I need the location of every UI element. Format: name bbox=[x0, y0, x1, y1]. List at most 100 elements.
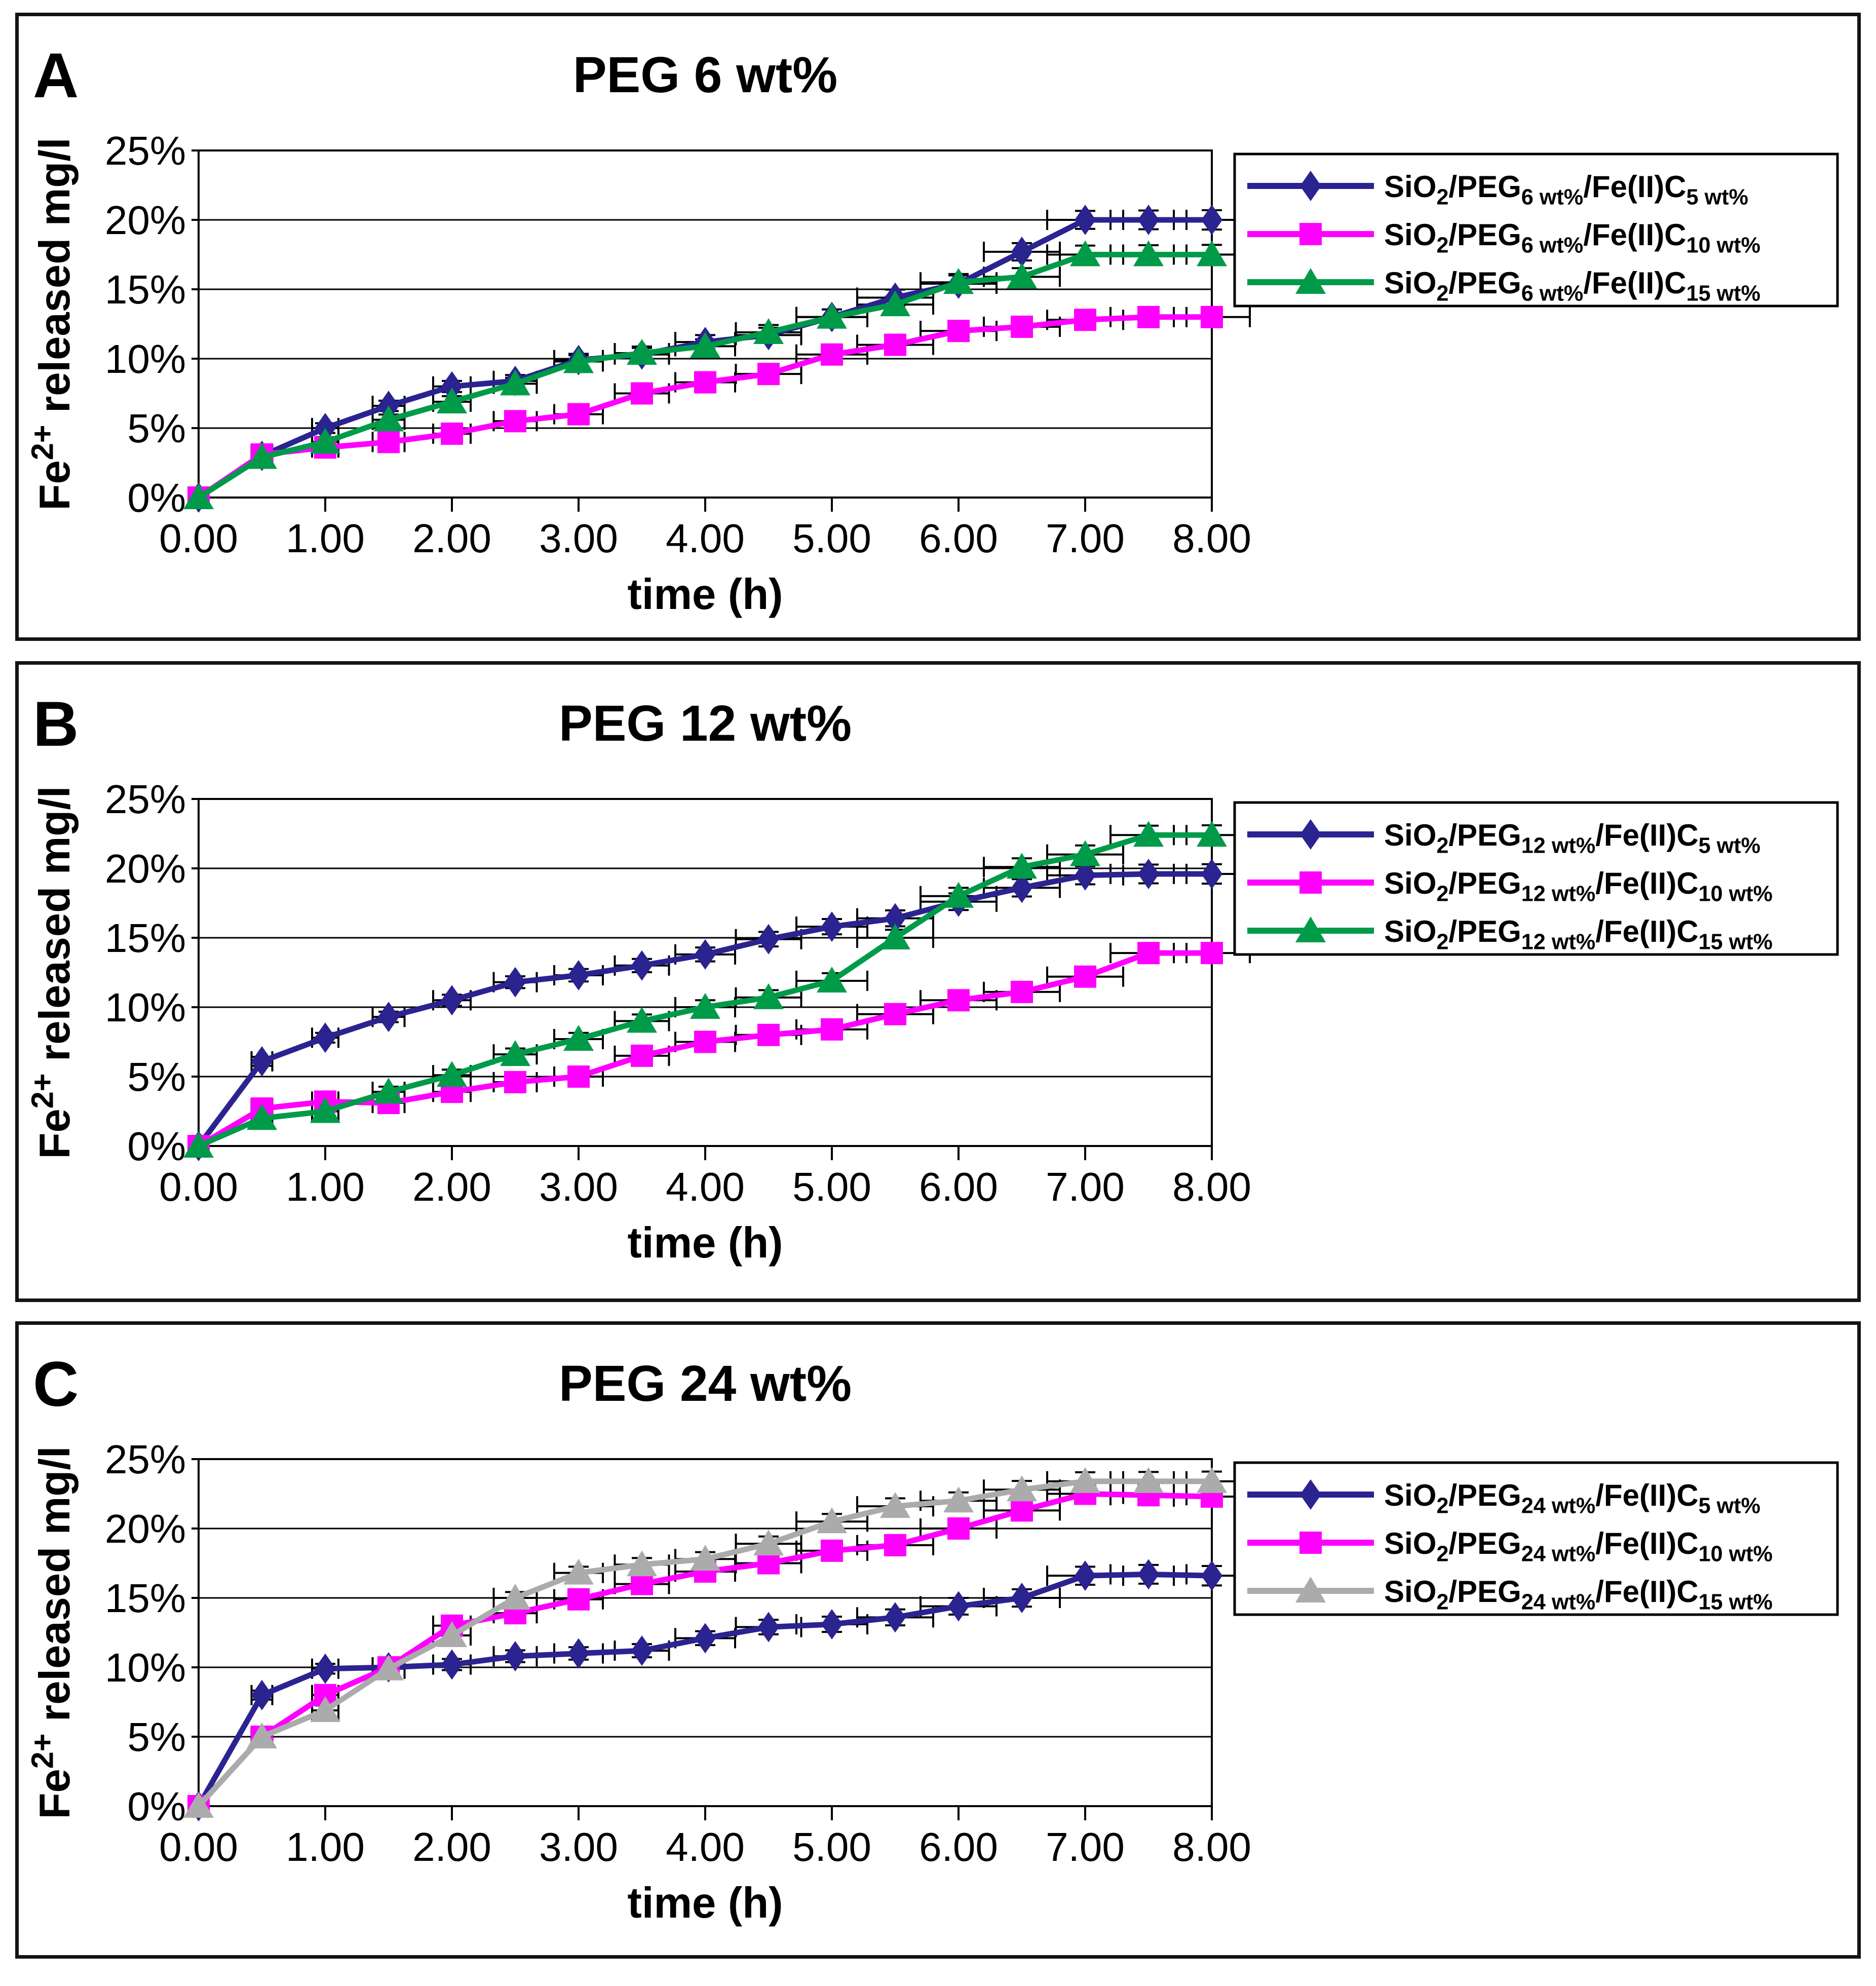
y-tick-label: 20% bbox=[105, 1506, 186, 1551]
series-marker-diamond bbox=[1201, 858, 1222, 889]
x-tick-label: 7.00 bbox=[1046, 1824, 1125, 1869]
series-marker-triangle bbox=[1197, 240, 1227, 266]
series-marker-square bbox=[694, 1030, 716, 1053]
y-tick-label: 5% bbox=[127, 1054, 186, 1099]
series-marker-triangle bbox=[1197, 1467, 1227, 1493]
series-marker-triangle bbox=[1197, 821, 1227, 847]
series-marker-triangle bbox=[627, 339, 657, 365]
series-marker-diamond bbox=[1201, 205, 1222, 235]
series-marker-triangle bbox=[500, 1040, 530, 1066]
series-marker-triangle bbox=[183, 483, 214, 509]
legend-item-label: SiO2/PEG24 wt%/Fe(II)C15 wt% bbox=[1384, 1575, 1773, 1614]
x-tick-label: 5.00 bbox=[792, 516, 871, 561]
series-marker-diamond bbox=[1011, 237, 1032, 268]
series-marker-diamond bbox=[1138, 205, 1159, 235]
series-marker-square bbox=[567, 1588, 590, 1611]
x-tick-label: 6.00 bbox=[919, 516, 998, 561]
plot-frame bbox=[198, 798, 1213, 1147]
series-marker-triangle bbox=[627, 1550, 657, 1577]
x-tick-label: 6.00 bbox=[919, 1164, 998, 1209]
series-marker-diamond bbox=[885, 903, 906, 934]
x-tick-label: 0.00 bbox=[159, 1824, 238, 1869]
y-axis-label: Fe2+ released mg/l bbox=[25, 1446, 79, 1819]
series-marker-diamond bbox=[441, 985, 463, 1016]
x-tick-label: 8.00 bbox=[1172, 516, 1251, 561]
series-marker-diamond bbox=[441, 371, 463, 402]
series-marker-triangle bbox=[310, 1097, 340, 1123]
series-marker-square bbox=[1011, 1499, 1033, 1522]
series-marker-square bbox=[1137, 942, 1160, 965]
series-marker-square bbox=[884, 333, 906, 356]
series-marker-square bbox=[947, 320, 970, 342]
series-marker-square bbox=[757, 1552, 780, 1575]
series-marker-square bbox=[947, 1517, 970, 1540]
x-tick-label: 0.00 bbox=[159, 516, 238, 561]
y-tick-label: 5% bbox=[127, 1714, 186, 1760]
series-marker-triangle bbox=[183, 1792, 214, 1818]
series-marker-triangle bbox=[563, 1558, 594, 1585]
y-tick-label: 20% bbox=[105, 198, 186, 243]
series-marker-triangle bbox=[1007, 262, 1037, 289]
x-tick-label: 5.00 bbox=[792, 1824, 871, 1869]
series-marker-diamond bbox=[1075, 860, 1096, 891]
series-marker-triangle bbox=[183, 1132, 214, 1158]
series-marker-square bbox=[947, 989, 970, 1012]
series-marker-square bbox=[821, 343, 843, 366]
series-marker-square bbox=[884, 1003, 906, 1025]
series-marker-square bbox=[567, 1065, 590, 1088]
legend-item-label: SiO2/PEG12 wt%/Fe(II)C15 wt% bbox=[1384, 914, 1773, 954]
series-marker-triangle bbox=[627, 1007, 657, 1033]
series-marker-triangle bbox=[1133, 1467, 1164, 1493]
series-marker-triangle bbox=[1295, 916, 1326, 942]
series-marker-triangle bbox=[817, 966, 847, 992]
series-marker-triangle bbox=[1133, 821, 1164, 847]
series-marker-diamond bbox=[631, 1635, 653, 1666]
series-marker-triangle bbox=[753, 318, 784, 344]
legend-item-label: SiO2/PEG6 wt%/Fe(II)C5 wt% bbox=[1384, 170, 1748, 209]
series-marker-triangle bbox=[817, 1507, 847, 1534]
series-marker-triangle bbox=[690, 993, 720, 1019]
x-tick-label: 3.00 bbox=[539, 1164, 618, 1209]
chart-title: PEG 24 wt% bbox=[559, 1355, 852, 1412]
series-marker-diamond bbox=[1011, 872, 1032, 903]
series-marker-triangle bbox=[247, 443, 277, 469]
series-marker-triangle bbox=[1070, 840, 1100, 866]
series-marker-triangle bbox=[690, 332, 720, 358]
x-tick-label: 1.00 bbox=[286, 1824, 365, 1869]
chart-c: C PEG 24 wt% 0% 5% 10% 15% 20% 25% 0.00 1.00 2.00 3… bbox=[25, 1349, 1839, 1927]
series-marker-triangle bbox=[437, 1621, 467, 1647]
series-marker-triangle bbox=[500, 369, 530, 396]
series-marker-square bbox=[1137, 305, 1160, 328]
series-marker-square bbox=[757, 1023, 780, 1046]
series-marker-diamond bbox=[568, 960, 589, 990]
series-marker-diamond bbox=[251, 1679, 273, 1710]
series-marker-triangle bbox=[373, 1078, 404, 1104]
series-marker-triangle bbox=[247, 1104, 277, 1130]
series-marker-square bbox=[504, 410, 526, 433]
chart-b: B PEG 12 wt% 0% 5% 10% 15% 20% 25% 0.00 1.00 2.00 3… bbox=[25, 689, 1839, 1267]
series-marker-triangle bbox=[753, 983, 784, 1009]
series-marker-diamond bbox=[315, 1653, 336, 1684]
panel-letter: C bbox=[33, 1349, 79, 1420]
series-marker-triangle bbox=[437, 387, 467, 413]
y-tick-label: 10% bbox=[105, 985, 186, 1030]
chart-title: PEG 6 wt% bbox=[573, 47, 837, 103]
error-bars bbox=[250, 824, 1251, 1129]
y-tick-label: 0% bbox=[127, 1784, 186, 1829]
series-marker-square bbox=[504, 1071, 526, 1093]
series-marker-square bbox=[567, 403, 590, 426]
x-tick-label: 4.00 bbox=[666, 516, 745, 561]
series-marker-square bbox=[1299, 223, 1322, 245]
series-marker-triangle bbox=[1070, 1467, 1100, 1493]
y-tick-label: 5% bbox=[127, 406, 186, 451]
series-marker-diamond bbox=[948, 1591, 969, 1622]
series-marker-diamond bbox=[315, 1022, 336, 1053]
series-marker-diamond bbox=[441, 1649, 463, 1680]
y-tick-label: 25% bbox=[105, 777, 186, 822]
panel-letter: A bbox=[33, 41, 79, 111]
series-marker-diamond bbox=[885, 1602, 906, 1633]
series-marker-square bbox=[1201, 942, 1223, 965]
x-tick-label: 1.00 bbox=[286, 1164, 365, 1209]
series-marker-square bbox=[1074, 309, 1096, 331]
series-marker-triangle bbox=[373, 405, 404, 432]
